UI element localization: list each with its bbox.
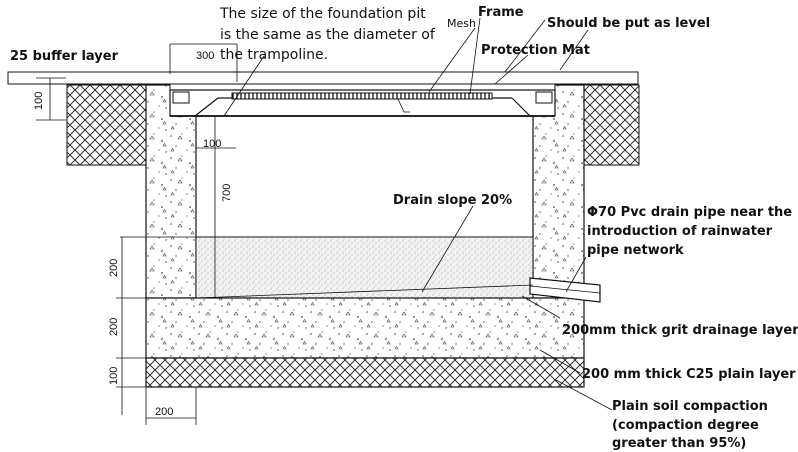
dim-700-label: 700 <box>221 184 233 202</box>
dim-100-wall-label: 100 <box>203 138 221 150</box>
pit-size-note-line2: is the same as the diameter of <box>220 27 436 43</box>
soil-compaction-line1: Plain soil compaction <box>612 399 768 414</box>
buffer-layer-label: 25 buffer layer <box>10 49 119 64</box>
frame-bracket-left <box>172 91 190 104</box>
frame-label: Frame <box>478 5 524 20</box>
drain-pipe <box>529 277 601 303</box>
drain-pipe-label-line3: pipe network <box>587 243 684 258</box>
mesh-springs <box>231 92 493 100</box>
soil-block-left <box>66 84 147 166</box>
mesh-label: Mesh <box>447 17 476 30</box>
pit-size-note-line3: the trampoline. <box>220 47 328 63</box>
dim-100-top-label: 100 <box>33 92 45 110</box>
drain-pipe-label-line1: Φ70 Pvc drain pipe near the <box>587 205 792 220</box>
level-label: Should be put as level <box>547 16 710 31</box>
soil-compaction-line3: greater than 95%) <box>612 436 746 451</box>
pit-size-note-line1: The size of the foundation pit <box>219 6 426 22</box>
compacted-soil-base <box>145 357 585 388</box>
grit-drainage-fill <box>195 236 534 299</box>
grit-layer-label: 200mm thick grit drainage layer <box>562 323 798 338</box>
dim-300-label: 300 <box>196 50 214 62</box>
dim-200-bottom-label: 200 <box>155 406 173 418</box>
pit-wall-left <box>145 84 197 299</box>
drain-pipe-label-line2: introduction of rainwater <box>587 224 773 239</box>
frame-top <box>169 83 556 91</box>
dim-200-a-label: 200 <box>108 259 120 277</box>
drain-slope-label: Drain slope 20% <box>393 193 512 208</box>
ground-surface-strip <box>7 71 639 85</box>
pit-wall-right <box>532 84 585 299</box>
frame-bracket-right <box>535 91 553 104</box>
c25-layer-label: 200 mm thick C25 plain layer <box>582 367 796 382</box>
soil-block-right <box>583 84 640 166</box>
dim-200-b-label: 200 <box>108 318 120 336</box>
dim-100-bottom-label: 100 <box>108 367 120 385</box>
soil-compaction-line2: (compaction degree <box>612 418 759 433</box>
protection-mat-label: Protection Mat <box>481 43 590 58</box>
c25-plain-layer <box>145 297 585 359</box>
